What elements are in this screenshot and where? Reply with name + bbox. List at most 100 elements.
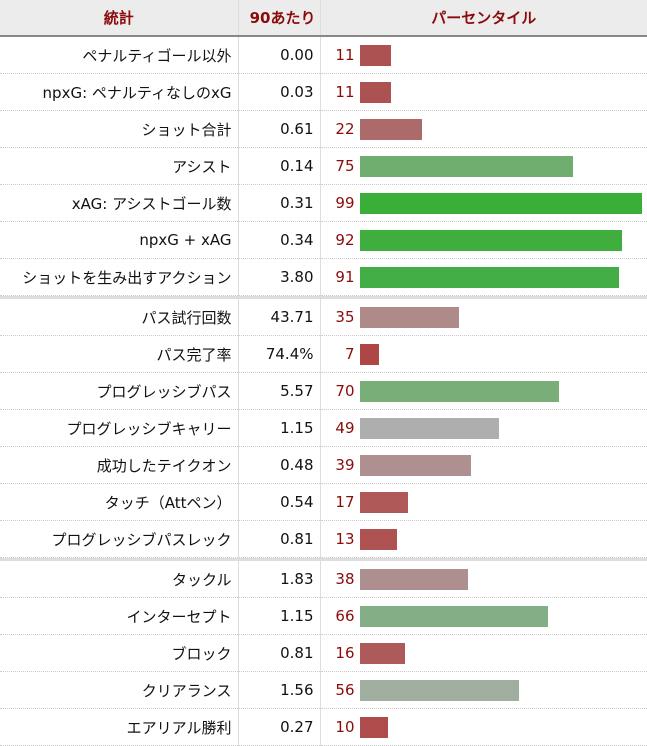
percentile-cell: 35 — [320, 299, 647, 336]
percentile-value: 75 — [335, 157, 355, 175]
percentile-cell: 49 — [320, 409, 647, 447]
per90-value: 0.81 — [237, 520, 321, 558]
percentile-cell: 91 — [320, 258, 647, 296]
table-row: ペナルティゴール以外 0.00 11 — [0, 36, 647, 74]
percentile-cell: 17 — [320, 483, 647, 521]
percentile-cell: 7 — [320, 335, 647, 373]
percentile-bar — [359, 381, 559, 402]
table-row: xAG: アシストゴール数 0.31 99 — [0, 184, 647, 222]
header-percentile[interactable]: パーセンタイル — [320, 0, 647, 37]
stat-name: ペナルティゴール以外 — [0, 36, 238, 74]
per90-value: 0.27 — [237, 708, 321, 746]
percentile-bar — [359, 344, 380, 365]
stat-name: タックル — [0, 561, 238, 598]
per90-value: 43.71 — [237, 299, 321, 336]
percentile-value: 70 — [335, 382, 355, 400]
stat-name: npxG + xAG — [0, 221, 238, 259]
percentile-bar — [359, 643, 406, 664]
percentile-value: 17 — [335, 493, 355, 511]
stat-name: クリアランス — [0, 671, 238, 709]
per90-value: 0.00 — [237, 36, 321, 74]
table-row: エアリアル勝利 0.27 10 — [0, 708, 647, 746]
percentile-value: 91 — [335, 268, 355, 286]
percentile-bar — [359, 606, 548, 627]
per90-value: 0.48 — [237, 446, 321, 484]
stat-name: ショットを生み出すアクション — [0, 258, 238, 296]
table-row: 成功したテイクオン 0.48 39 — [0, 446, 647, 484]
table-row: インターセプト 1.15 66 — [0, 597, 647, 635]
per90-value: 1.83 — [237, 561, 321, 598]
percentile-bar — [359, 529, 397, 550]
header-per90[interactable]: 90あたり — [237, 0, 321, 37]
percentile-cell: 99 — [320, 184, 647, 222]
percentile-cell: 38 — [320, 561, 647, 598]
table-row: npxG: ペナルティなしのxG 0.03 11 — [0, 73, 647, 111]
table-row: ショットを生み出すアクション 3.80 91 — [0, 258, 647, 296]
percentile-value: 35 — [335, 308, 355, 326]
per90-value: 1.15 — [237, 409, 321, 447]
table-row: クリアランス 1.56 56 — [0, 671, 647, 709]
percentile-value: 11 — [335, 83, 355, 101]
percentile-value: 39 — [335, 456, 355, 474]
percentile-value: 99 — [335, 194, 355, 212]
percentile-cell: 10 — [320, 708, 647, 746]
table-row: パス試行回数 43.71 35 — [0, 299, 647, 336]
stat-name: ブロック — [0, 634, 238, 672]
per90-value: 3.80 — [237, 258, 321, 296]
percentile-bar — [359, 455, 471, 476]
per90-value: 0.61 — [237, 110, 321, 148]
percentile-bar — [359, 418, 500, 439]
per90-value: 0.54 — [237, 483, 321, 521]
stat-name: エアリアル勝利 — [0, 708, 238, 746]
stat-name: プログレッシブパス — [0, 372, 238, 410]
per90-value: 1.56 — [237, 671, 321, 709]
stat-name: パス完了率 — [0, 335, 238, 373]
stat-name: プログレッシブキャリー — [0, 409, 238, 447]
stat-name: 成功したテイクオン — [0, 446, 238, 484]
percentile-value: 66 — [335, 607, 355, 625]
percentile-value: 49 — [335, 419, 355, 437]
table-row: タッチ（Attペン） 0.54 17 — [0, 483, 647, 521]
per90-value: 5.57 — [237, 372, 321, 410]
percentile-bar — [359, 267, 619, 288]
stat-name: npxG: ペナルティなしのxG — [0, 73, 238, 111]
percentile-cell: 11 — [320, 36, 647, 74]
percentile-bar — [359, 193, 642, 214]
per90-value: 74.4% — [237, 335, 321, 373]
percentile-value: 13 — [335, 530, 355, 548]
percentile-value: 22 — [335, 120, 355, 138]
per90-value: 0.34 — [237, 221, 321, 259]
percentile-cell: 92 — [320, 221, 647, 259]
table-row: プログレッシブキャリー 1.15 49 — [0, 409, 647, 447]
table-row: ショット合計 0.61 22 — [0, 110, 647, 148]
stat-name: xAG: アシストゴール数 — [0, 184, 238, 222]
percentile-value: 7 — [344, 345, 355, 363]
percentile-bar — [359, 492, 408, 513]
percentile-bar — [359, 307, 460, 328]
per90-value: 0.03 — [237, 73, 321, 111]
percentile-bar — [359, 45, 391, 66]
header-stat[interactable]: 統計 — [0, 0, 238, 37]
stat-name: タッチ（Attペン） — [0, 483, 238, 521]
percentile-bar — [359, 119, 423, 140]
percentile-bar — [359, 680, 520, 701]
table-row: ブロック 0.81 16 — [0, 634, 647, 672]
per90-value: 1.15 — [237, 597, 321, 635]
per90-value: 0.81 — [237, 634, 321, 672]
percentile-cell: 16 — [320, 634, 647, 672]
percentile-bar — [359, 230, 622, 251]
header-row: 統計 90あたり パーセンタイル — [0, 0, 647, 37]
table-row: タックル 1.83 38 — [0, 561, 647, 598]
percentile-bar — [359, 156, 574, 177]
per90-value: 0.31 — [237, 184, 321, 222]
percentile-bar — [359, 82, 391, 103]
stat-name: パス試行回数 — [0, 299, 238, 336]
percentile-cell: 70 — [320, 372, 647, 410]
table-row: プログレッシブパスレック 0.81 13 — [0, 520, 647, 558]
percentile-value: 92 — [335, 231, 355, 249]
percentile-cell: 11 — [320, 73, 647, 111]
percentile-cell: 13 — [320, 520, 647, 558]
percentile-cell: 56 — [320, 671, 647, 709]
percentile-cell: 75 — [320, 147, 647, 185]
